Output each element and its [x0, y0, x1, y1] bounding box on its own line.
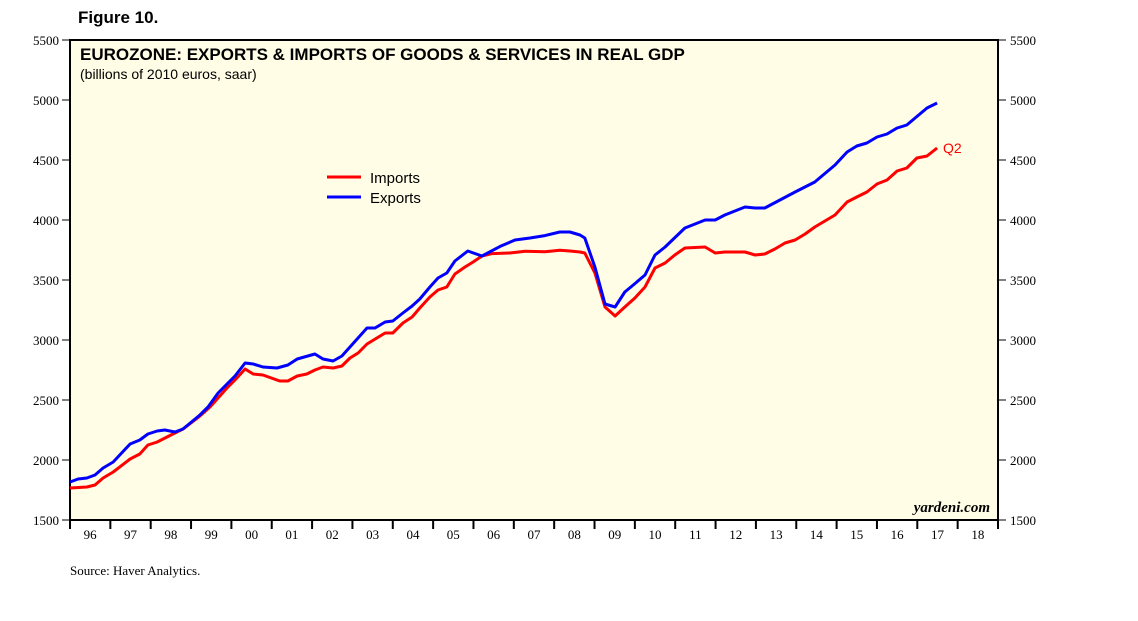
- legend-label-imports: Imports: [370, 170, 420, 187]
- y-tick-label-right: 1500: [1010, 513, 1036, 528]
- y-tick-label-right: 5500: [1010, 33, 1036, 48]
- y-tick-label-right: 3500: [1010, 273, 1036, 288]
- x-tick-label: 00: [245, 527, 258, 542]
- y-tick-label-right: 4000: [1010, 213, 1036, 228]
- x-tick-label: 10: [649, 527, 662, 542]
- x-tick-label: 17: [931, 527, 945, 542]
- watermark: yardeni.com: [912, 500, 990, 516]
- x-tick-label: 96: [84, 527, 98, 542]
- x-tick-label: 01: [285, 527, 298, 542]
- x-tick-label: 14: [810, 527, 824, 542]
- x-tick-label: 97: [124, 527, 138, 542]
- y-tick-label-right: 3000: [1010, 333, 1036, 348]
- y-tick-label-left: 4500: [33, 153, 59, 168]
- x-tick-label: 98: [164, 527, 177, 542]
- x-tick-label: 12: [729, 527, 742, 542]
- q2-annotation: Q2: [943, 140, 962, 156]
- plot-area: [69, 39, 999, 521]
- y-tick-label-left: 1500: [33, 513, 59, 528]
- x-tick-label: 08: [568, 527, 581, 542]
- x-tick-label: 16: [891, 527, 905, 542]
- y-tick-label-left: 3000: [33, 333, 59, 348]
- x-tick-label: 07: [528, 527, 542, 542]
- x-tick-label: 15: [850, 527, 863, 542]
- source-note: Source: Haver Analytics.: [70, 563, 201, 578]
- y-tick-label-left: 5500: [33, 33, 59, 48]
- x-tick-label: 11: [689, 527, 702, 542]
- y-tick-label-right: 5000: [1010, 93, 1036, 108]
- y-tick-label-right: 2000: [1010, 453, 1036, 468]
- legend-label-exports: Exports: [370, 190, 421, 207]
- x-tick-label: 13: [770, 527, 783, 542]
- chart-subtitle: (billions of 2010 euros, saar): [80, 66, 257, 82]
- x-tick-label: 18: [971, 527, 984, 542]
- x-tick-label: 03: [366, 527, 379, 542]
- y-tick-label-left: 2500: [33, 393, 59, 408]
- figure-label: Figure 10.: [78, 8, 159, 27]
- y-tick-label-left: 2000: [33, 453, 59, 468]
- y-tick-label-left: 5000: [33, 93, 59, 108]
- series-line-exports: [69, 101, 938, 484]
- y-tick-label-left: 4000: [33, 213, 59, 228]
- y-tick-label-left: 3500: [33, 273, 59, 288]
- x-tick-label: 04: [406, 527, 420, 542]
- x-tick-label: 06: [487, 527, 501, 542]
- x-tick-label: 99: [205, 527, 218, 542]
- x-tick-label: 02: [326, 527, 339, 542]
- y-tick-label-right: 4500: [1010, 153, 1036, 168]
- y-tick-label-right: 2500: [1010, 393, 1036, 408]
- chart-title: EUROZONE: EXPORTS & IMPORTS OF GOODS & S…: [80, 45, 685, 64]
- x-tick-label: 09: [608, 527, 621, 542]
- x-tick-label: 05: [447, 527, 460, 542]
